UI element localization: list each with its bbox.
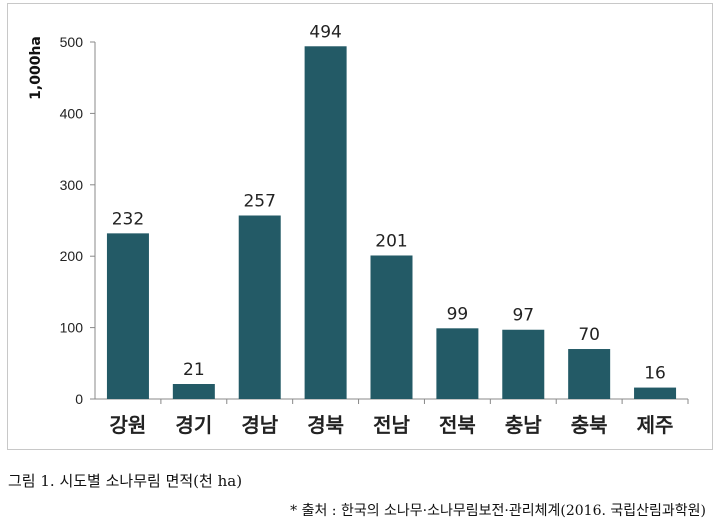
category-label: 경남 (241, 413, 278, 437)
data-label: 99 (447, 304, 469, 324)
y-tick-label: 200 (60, 248, 84, 264)
y-tick-label: 0 (75, 391, 83, 407)
bar (568, 349, 611, 399)
bar-chart: 0 100 200 300 400 500 1,000ha 232 강원 21 경기 257 경남 494… (28, 22, 689, 437)
y-tick-label: 400 (60, 105, 84, 121)
bar (106, 233, 149, 399)
source-note: * 출처 : 한국의 소나무·소나무림보전·관리체계(2016. 국립산림과학원… (290, 503, 706, 519)
category-label: 전남 (373, 413, 410, 437)
bar (436, 328, 479, 399)
bar (634, 387, 677, 399)
y-axis-label: 1,000ha (28, 36, 44, 100)
bar (172, 384, 215, 399)
bar (502, 329, 545, 399)
y-tick-label: 100 (60, 320, 84, 336)
data-label: 494 (309, 22, 341, 42)
category-label: 경기 (175, 413, 212, 437)
category-label: 충북 (571, 413, 608, 437)
data-label: 97 (512, 306, 534, 326)
y-tick-label: 500 (60, 34, 84, 50)
category-label: 강원 (110, 413, 147, 437)
category-label: 제주 (637, 413, 674, 437)
data-label: 201 (375, 231, 407, 251)
data-label: 16 (644, 364, 666, 384)
data-label: 70 (578, 325, 600, 345)
data-label: 21 (183, 360, 205, 380)
category-label: 충남 (505, 413, 542, 437)
category-label: 전북 (439, 413, 476, 437)
bar (304, 46, 347, 400)
data-label: 232 (112, 209, 144, 229)
bar (370, 255, 413, 399)
y-tick-label: 300 (60, 177, 84, 193)
bar (238, 215, 281, 399)
data-label: 257 (243, 192, 275, 212)
category-label: 경북 (307, 413, 344, 437)
figure-caption: 그림 1. 시도별 소나무림 면적(천 ha) (8, 472, 243, 490)
